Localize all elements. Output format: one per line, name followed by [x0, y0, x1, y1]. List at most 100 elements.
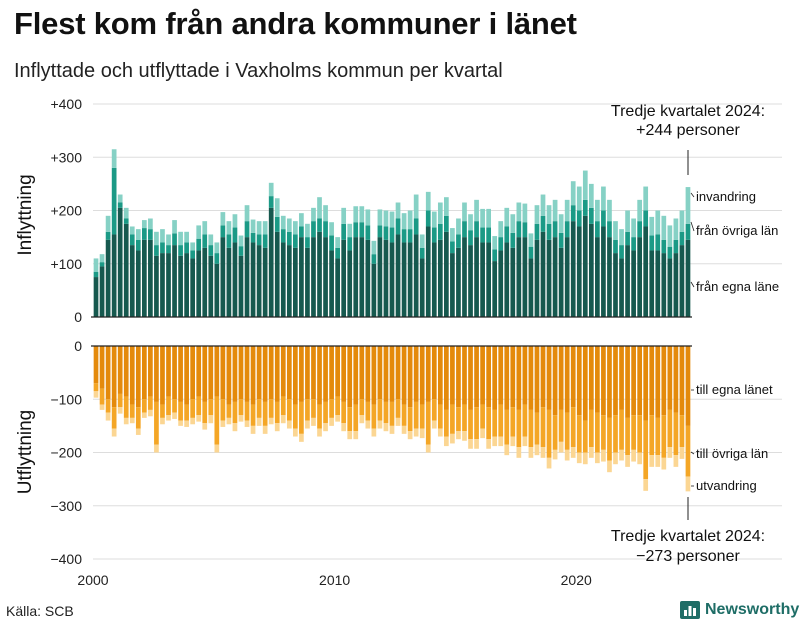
bar-in-invandring	[111, 149, 117, 168]
bar-in-egna	[462, 237, 467, 318]
bar-ut-ovriga	[141, 399, 147, 413]
bar-in-ovriga	[444, 215, 449, 232]
bar-ut-egna	[570, 346, 576, 408]
bar-in-ovriga	[661, 239, 667, 254]
bar-ut-egna	[293, 346, 298, 405]
bar-ut-egna	[637, 346, 643, 416]
bar-in-invandring	[637, 199, 643, 222]
bar-ut-ovriga	[148, 396, 153, 410]
bar-ut-utvandring	[395, 417, 401, 426]
bar-in-egna	[534, 239, 540, 317]
bar-in-ovriga	[516, 221, 522, 238]
bar-in-ovriga	[317, 218, 322, 232]
bar-in-ovriga	[486, 227, 491, 243]
bar-in-invandring	[437, 202, 443, 224]
bar-ut-ovriga	[347, 407, 353, 432]
bar-ut-utvandring	[576, 452, 582, 464]
bar-in-ovriga	[498, 237, 504, 251]
bar-in-invandring	[546, 205, 552, 224]
bar-in-invandring	[202, 221, 208, 235]
bar-ut-egna	[576, 346, 582, 416]
y-tick-label-top: +400	[50, 96, 82, 112]
bar-in-ovriga	[250, 232, 256, 243]
bar-ut-egna	[226, 346, 232, 405]
bar-in-egna	[274, 231, 280, 317]
bar-in-invandring	[232, 214, 238, 228]
bar-ut-ovriga	[280, 396, 286, 416]
bar-in-egna	[679, 245, 685, 317]
bar-ut-utvandring	[329, 417, 334, 426]
series-label-bottom: till egna länet	[696, 382, 773, 397]
bar-ut-utvandring	[582, 452, 588, 465]
y-tick-label-bottom: −100	[50, 391, 82, 407]
bar-in-ovriga	[528, 246, 534, 259]
bar-in-invandring	[588, 183, 594, 208]
bar-in-egna	[480, 242, 485, 317]
bar-ut-egna	[510, 346, 516, 408]
bar-ut-egna	[184, 346, 189, 405]
annotation-bottom-line1: Tredje kvartalet 2024:	[611, 528, 765, 545]
bar-in-invandring	[498, 221, 504, 238]
bar-ut-egna	[141, 346, 147, 400]
bar-ut-utvandring	[250, 425, 256, 434]
y-tick-label-top: 0	[74, 309, 82, 325]
bar-ut-ovriga	[286, 399, 292, 421]
bar-ut-utvandring	[365, 420, 371, 429]
bar-ut-ovriga	[625, 417, 630, 456]
bar-in-invandring	[474, 199, 479, 222]
bar-in-invandring	[528, 233, 534, 247]
bar-ut-egna	[534, 346, 540, 413]
bar-in-invandring	[631, 218, 636, 238]
bar-in-invandring	[329, 222, 334, 236]
bar-ut-egna	[172, 346, 177, 400]
bar-ut-ovriga	[437, 404, 443, 429]
bar-ut-ovriga	[353, 404, 359, 432]
bar-in-egna	[558, 247, 564, 317]
bar-in-ovriga	[202, 234, 208, 248]
bar-ut-ovriga	[468, 409, 473, 440]
bar-ut-ovriga	[619, 409, 624, 450]
bar-ut-egna	[613, 346, 618, 416]
bar-ut-ovriga	[244, 401, 250, 421]
bar-in-egna	[661, 253, 667, 317]
bar-in-egna	[341, 239, 347, 317]
bar-ut-utvandring	[274, 423, 280, 432]
bar-ut-ovriga	[371, 404, 377, 429]
bar-in-egna	[135, 250, 141, 317]
series-leader-top	[690, 221, 695, 232]
bar-in-ovriga	[522, 222, 528, 238]
bar-ut-utvandring	[299, 433, 304, 442]
bar-ut-egna	[232, 346, 238, 402]
bar-ut-ovriga	[534, 412, 540, 445]
bar-in-egna	[456, 247, 461, 317]
bar-ut-egna	[111, 346, 117, 408]
bar-in-ovriga	[256, 234, 262, 246]
bar-in-egna	[353, 237, 359, 318]
bar-ut-ovriga	[377, 399, 383, 421]
bar-in-ovriga	[492, 249, 498, 262]
bar-in-invandring	[238, 235, 244, 247]
bar-ut-utvandring	[347, 431, 353, 440]
bar-ut-utvandring	[588, 447, 594, 458]
bar-in-ovriga	[335, 247, 340, 259]
bar-in-egna	[178, 255, 183, 317]
bar-in-ovriga	[365, 225, 371, 240]
bar-in-ovriga	[564, 221, 570, 238]
bar-ut-utvandring	[190, 417, 196, 425]
bar-ut-utvandring	[510, 436, 516, 447]
bar-in-ovriga	[293, 234, 298, 248]
bar-ut-egna	[190, 346, 196, 400]
y-tick-label-bottom: −400	[50, 551, 82, 567]
bar-ut-ovriga	[643, 420, 649, 480]
bar-in-invandring	[341, 207, 347, 224]
bar-ut-utvandring	[244, 420, 250, 427]
bar-ut-ovriga	[685, 425, 691, 477]
bar-in-invandring	[135, 229, 141, 240]
bar-ut-egna	[444, 346, 449, 410]
bar-ut-ovriga	[214, 396, 220, 445]
bar-ut-utvandring	[232, 423, 238, 432]
bar-in-egna	[516, 237, 522, 318]
bar-ut-ovriga	[595, 412, 600, 453]
bar-ut-utvandring	[202, 423, 208, 430]
bar-ut-utvandring	[141, 412, 147, 418]
